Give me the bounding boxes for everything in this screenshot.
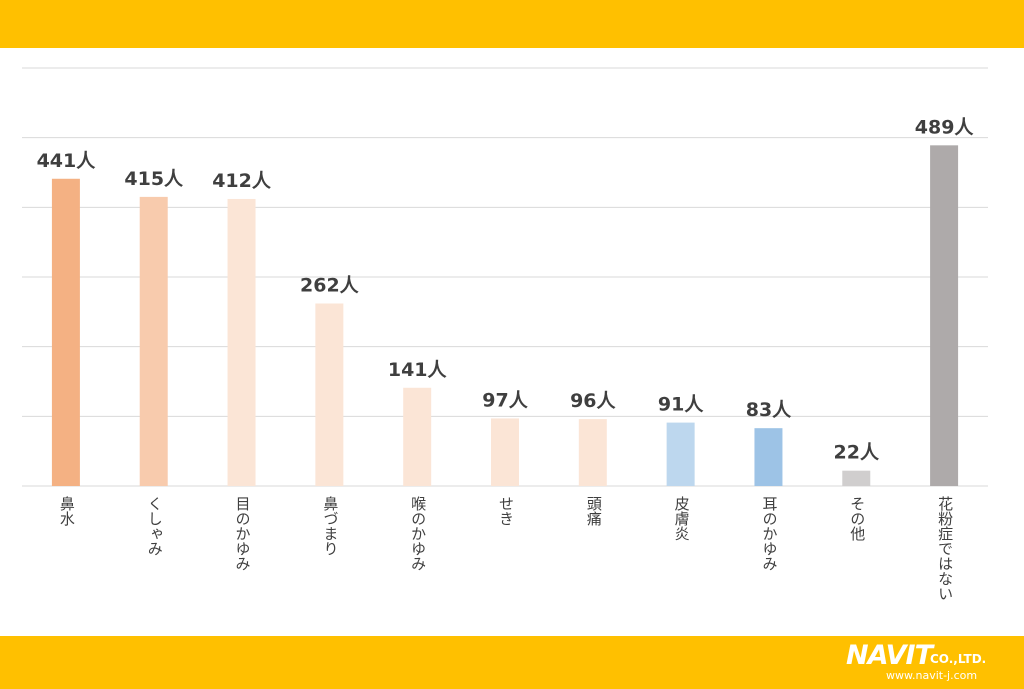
category-label: 頭痛 bbox=[584, 496, 603, 526]
bar bbox=[139, 196, 168, 486]
data-label: 262人 bbox=[300, 274, 360, 296]
bar bbox=[491, 418, 519, 486]
category-label: 皮膚炎 bbox=[672, 496, 691, 541]
category-label: 喉のかゆみ bbox=[409, 496, 428, 571]
bar bbox=[842, 470, 871, 486]
category-label: 鼻づまり bbox=[321, 496, 340, 556]
data-label: 91人 bbox=[658, 394, 704, 416]
data-label: 141人 bbox=[388, 359, 448, 381]
category-label: 花粉症ではない bbox=[936, 496, 955, 601]
data-label: 415人 bbox=[124, 168, 184, 190]
category-label: 鼻水 bbox=[57, 496, 76, 526]
bar bbox=[51, 178, 80, 486]
navit-logo: NAVIT CO.,LTD. www.navit-j.com bbox=[846, 641, 1018, 685]
logo-url: www.navit-j.com bbox=[886, 669, 978, 682]
category-label: その他 bbox=[848, 496, 867, 541]
bar bbox=[403, 387, 432, 486]
category-label: 目のかゆみ bbox=[233, 496, 252, 571]
data-label: 97人 bbox=[482, 389, 528, 411]
bar bbox=[930, 145, 959, 486]
category-label: せき bbox=[497, 496, 515, 526]
data-label: 83人 bbox=[746, 399, 792, 421]
bar bbox=[754, 428, 783, 486]
logo-brand-text: NAVIT bbox=[846, 640, 933, 671]
bottom-banner bbox=[0, 636, 1024, 689]
bar bbox=[666, 422, 695, 486]
top-banner bbox=[0, 0, 1024, 48]
logo-company-suffix: CO.,LTD. bbox=[930, 652, 987, 666]
data-label: 489人 bbox=[915, 116, 975, 138]
bar bbox=[315, 303, 344, 486]
category-label: 耳のかゆみ bbox=[760, 496, 779, 571]
data-label: 441人 bbox=[37, 150, 97, 172]
data-label: 22人 bbox=[834, 442, 880, 464]
data-label: 412人 bbox=[212, 170, 272, 192]
bar bbox=[578, 419, 607, 486]
category-label: くしゃみ bbox=[145, 496, 164, 556]
bar bbox=[227, 198, 256, 486]
data-label: 96人 bbox=[570, 390, 616, 412]
